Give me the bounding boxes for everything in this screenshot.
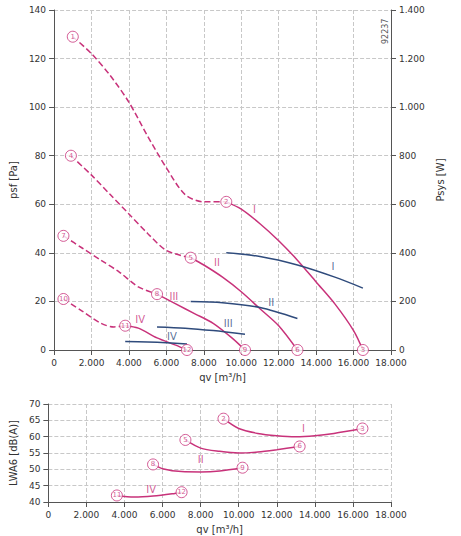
svg-text:50: 50 — [29, 464, 41, 474]
svg-text:0: 0 — [51, 358, 57, 368]
svg-text:70: 70 — [29, 399, 41, 409]
svg-text:8: 8 — [151, 460, 155, 468]
svg-text:800: 800 — [399, 151, 416, 161]
svg-text:4.000: 4.000 — [116, 358, 142, 368]
svg-text:2.000: 2.000 — [79, 358, 105, 368]
svg-text:600: 600 — [399, 199, 416, 209]
svg-text:80: 80 — [35, 151, 47, 161]
svg-text:92237: 92237 — [381, 19, 390, 44]
svg-text:12: 12 — [183, 346, 192, 354]
svg-text:45: 45 — [29, 481, 40, 491]
svg-text:0: 0 — [40, 345, 46, 355]
svg-text:2: 2 — [221, 415, 225, 423]
svg-text:11: 11 — [112, 491, 121, 499]
svg-text:Psys [W]: Psys [W] — [435, 158, 446, 201]
svg-text:IV: IV — [167, 331, 177, 342]
svg-text:2.000: 2.000 — [74, 510, 100, 520]
svg-text:2: 2 — [224, 198, 228, 206]
svg-text:11: 11 — [121, 322, 130, 330]
svg-text:III: III — [169, 291, 178, 302]
svg-text:psf [Pa]: psf [Pa] — [8, 161, 19, 199]
svg-text:18.000: 18.000 — [375, 358, 407, 368]
svg-text:9: 9 — [243, 346, 247, 354]
svg-text:1.000: 1.000 — [399, 102, 425, 112]
svg-text:60: 60 — [35, 199, 47, 209]
svg-text:7: 7 — [61, 232, 65, 240]
svg-text:III: III — [224, 318, 233, 329]
svg-text:20: 20 — [35, 296, 47, 306]
svg-text:I: I — [253, 204, 256, 215]
svg-text:65: 65 — [29, 415, 40, 425]
svg-text:10.000: 10.000 — [223, 510, 255, 520]
svg-text:9: 9 — [240, 464, 244, 472]
svg-text:8.000: 8.000 — [191, 358, 217, 368]
svg-text:100: 100 — [29, 102, 46, 112]
svg-text:10.000: 10.000 — [226, 358, 258, 368]
svg-text:60: 60 — [29, 432, 41, 442]
svg-text:qv [m³/h]: qv [m³/h] — [196, 524, 243, 535]
svg-text:200: 200 — [399, 296, 416, 306]
svg-text:12: 12 — [177, 488, 186, 496]
svg-text:1: 1 — [71, 33, 75, 41]
svg-text:6.000: 6.000 — [154, 358, 180, 368]
svg-text:14.000: 14.000 — [299, 510, 331, 520]
svg-text:4.000: 4.000 — [112, 510, 138, 520]
svg-text:5: 5 — [183, 436, 187, 444]
svg-text:I: I — [302, 423, 305, 434]
svg-text:1.200: 1.200 — [399, 54, 425, 64]
svg-text:16.000: 16.000 — [338, 358, 370, 368]
svg-text:12.000: 12.000 — [261, 510, 293, 520]
svg-text:I: I — [331, 261, 334, 272]
svg-text:140: 140 — [29, 5, 46, 15]
svg-text:40: 40 — [35, 248, 47, 258]
svg-text:6.000: 6.000 — [150, 510, 176, 520]
svg-text:8: 8 — [155, 290, 159, 298]
svg-text:6: 6 — [297, 442, 302, 450]
svg-text:400: 400 — [399, 248, 416, 258]
svg-text:55: 55 — [29, 448, 40, 458]
svg-text:4: 4 — [69, 152, 74, 160]
svg-text:10: 10 — [59, 295, 68, 303]
svg-text:16.000: 16.000 — [337, 510, 369, 520]
svg-text:II: II — [214, 257, 220, 268]
svg-text:3: 3 — [361, 346, 365, 354]
svg-text:II: II — [268, 297, 274, 308]
svg-text:6: 6 — [295, 346, 300, 354]
svg-text:1.400: 1.400 — [399, 5, 425, 15]
svg-text:8.000: 8.000 — [188, 510, 214, 520]
svg-text:IV: IV — [135, 314, 145, 325]
svg-text:0: 0 — [399, 345, 405, 355]
svg-text:IV: IV — [146, 484, 156, 495]
svg-text:14.000: 14.000 — [300, 358, 332, 368]
svg-text:120: 120 — [29, 54, 46, 64]
svg-text:LWA6 [dB(A)]: LWA6 [dB(A)] — [8, 420, 19, 486]
svg-text:3: 3 — [360, 425, 364, 433]
svg-text:5: 5 — [188, 254, 192, 262]
svg-text:0: 0 — [45, 510, 51, 520]
svg-text:qv [m³/h]: qv [m³/h] — [199, 372, 246, 383]
svg-text:40: 40 — [29, 497, 41, 507]
svg-text:II: II — [198, 454, 204, 465]
svg-text:18.000: 18.000 — [375, 510, 407, 520]
svg-text:12.000: 12.000 — [263, 358, 295, 368]
